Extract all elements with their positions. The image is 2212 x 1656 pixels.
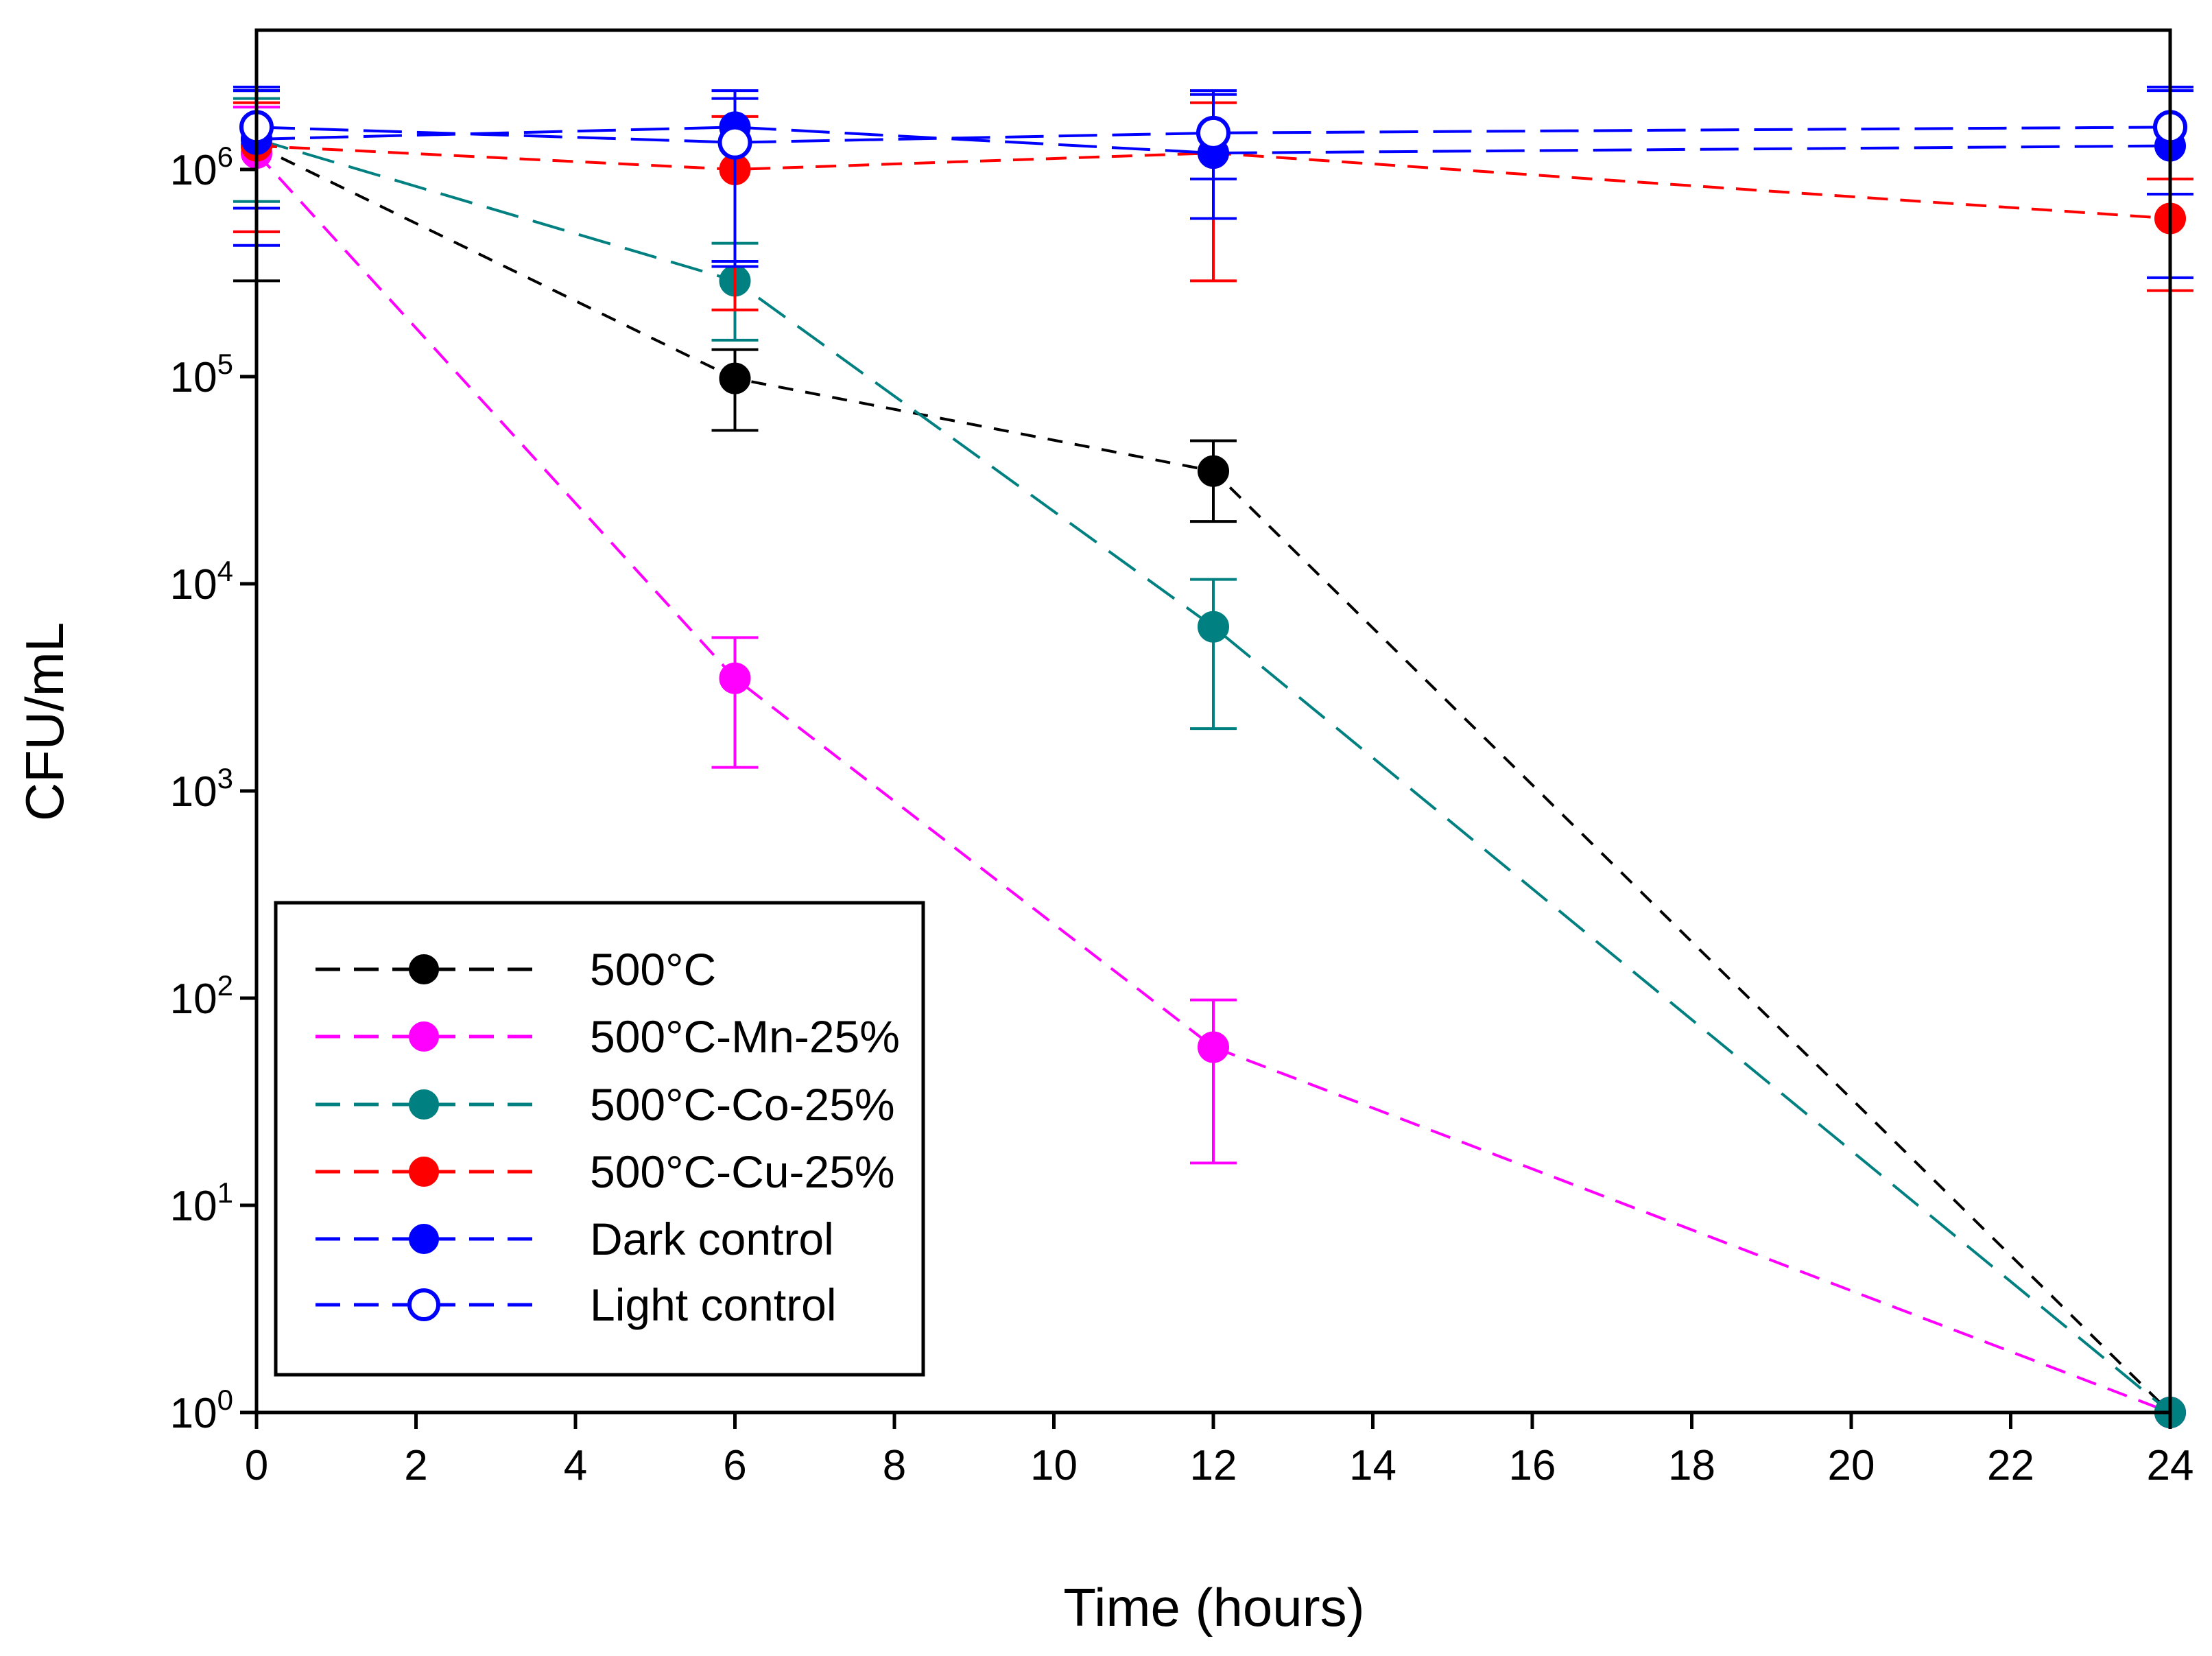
- y-tick-label: 101: [170, 1176, 233, 1230]
- y-tick-exponent: 1: [217, 1176, 233, 1209]
- data-point: [719, 662, 751, 694]
- x-tick-label: 4: [564, 1442, 587, 1489]
- y-tick-label: 102: [170, 969, 233, 1023]
- legend: 500°C 500°C-Mn-25% 500°C-Co-25% 500°C-Cu-25…: [274, 901, 925, 1377]
- y-tick-label: 103: [170, 762, 233, 816]
- series-line: [256, 137, 2172, 1414]
- x-tick-label: 10: [1030, 1442, 1078, 1489]
- data-point: [1198, 1031, 1229, 1063]
- y-tick-base: 10: [170, 1183, 217, 1230]
- x-tick-label: 8: [883, 1442, 906, 1489]
- legend-label-1: 500°C-Mn-25%: [590, 1011, 900, 1062]
- x-tick-label: 18: [1668, 1442, 1715, 1489]
- y-tick-base: 10: [170, 1390, 217, 1437]
- data-point: [717, 125, 752, 160]
- y-tick-exponent: 3: [217, 762, 233, 794]
- legend-label-3: 500°C-Cu-25%: [590, 1146, 895, 1197]
- series-line: [256, 144, 2171, 220]
- x-tick-label: 16: [1509, 1442, 1556, 1489]
- data-point: [719, 362, 751, 394]
- x-axis-title: Time (hours): [1063, 1577, 1364, 1637]
- y-tick-exponent: 2: [217, 969, 233, 1002]
- legend-marker-5: [407, 1288, 440, 1321]
- legend-box: [274, 901, 925, 1377]
- y-tick-base: 10: [170, 768, 217, 816]
- series-line: [256, 126, 2171, 144]
- legend-label-4: Dark control: [590, 1214, 834, 1264]
- legend-label-2: 500°C-Co-25%: [590, 1079, 895, 1130]
- legend-marker-2: [409, 1089, 439, 1120]
- x-tick-label: 12: [1190, 1442, 1237, 1489]
- series-line: [256, 126, 2171, 155]
- x-tick-label: 20: [1828, 1442, 1875, 1489]
- legend-marker-0: [409, 954, 439, 984]
- x-tick-label: 6: [723, 1442, 746, 1489]
- y-tick-label: 100: [170, 1384, 233, 1437]
- x-tick-label: 22: [1987, 1442, 2034, 1489]
- y-tick-label: 106: [170, 141, 233, 194]
- y-tick-exponent: 6: [217, 141, 233, 173]
- data-point: [1198, 611, 1229, 643]
- data-point: [1196, 115, 1230, 150]
- data-point: [1198, 455, 1229, 487]
- y-tick-base: 10: [170, 354, 217, 401]
- y-tick-base: 10: [170, 147, 217, 194]
- y-tick-label: 104: [170, 555, 233, 608]
- axes-layer: 0 2 4 6 8 10 12 14 16 18 20 22 241001011021031041051…: [170, 141, 2194, 1489]
- x-tick-label: 0: [245, 1442, 268, 1489]
- series-2: [233, 97, 2186, 1428]
- x-tick-label: 24: [2147, 1442, 2194, 1489]
- legend-label-5: Light control: [590, 1279, 837, 1330]
- legend-marker-4: [409, 1224, 439, 1254]
- x-tick-label: 2: [404, 1442, 427, 1489]
- legend-marker-3: [409, 1157, 439, 1187]
- y-tick-base: 10: [170, 975, 217, 1023]
- y-tick-label: 105: [170, 348, 233, 401]
- legend-marker-1: [409, 1021, 439, 1052]
- y-tick-base: 10: [170, 561, 217, 608]
- series-line: [255, 152, 2171, 1414]
- y-tick-exponent: 0: [217, 1384, 233, 1416]
- y-tick-exponent: 5: [217, 348, 233, 380]
- x-tick-label: 14: [1349, 1442, 1396, 1489]
- series-line: [256, 144, 2172, 1414]
- legend-label-0: 500°C: [590, 944, 716, 995]
- y-tick-exponent: 4: [217, 555, 233, 587]
- y-axis-title: CFU/mL: [14, 622, 75, 821]
